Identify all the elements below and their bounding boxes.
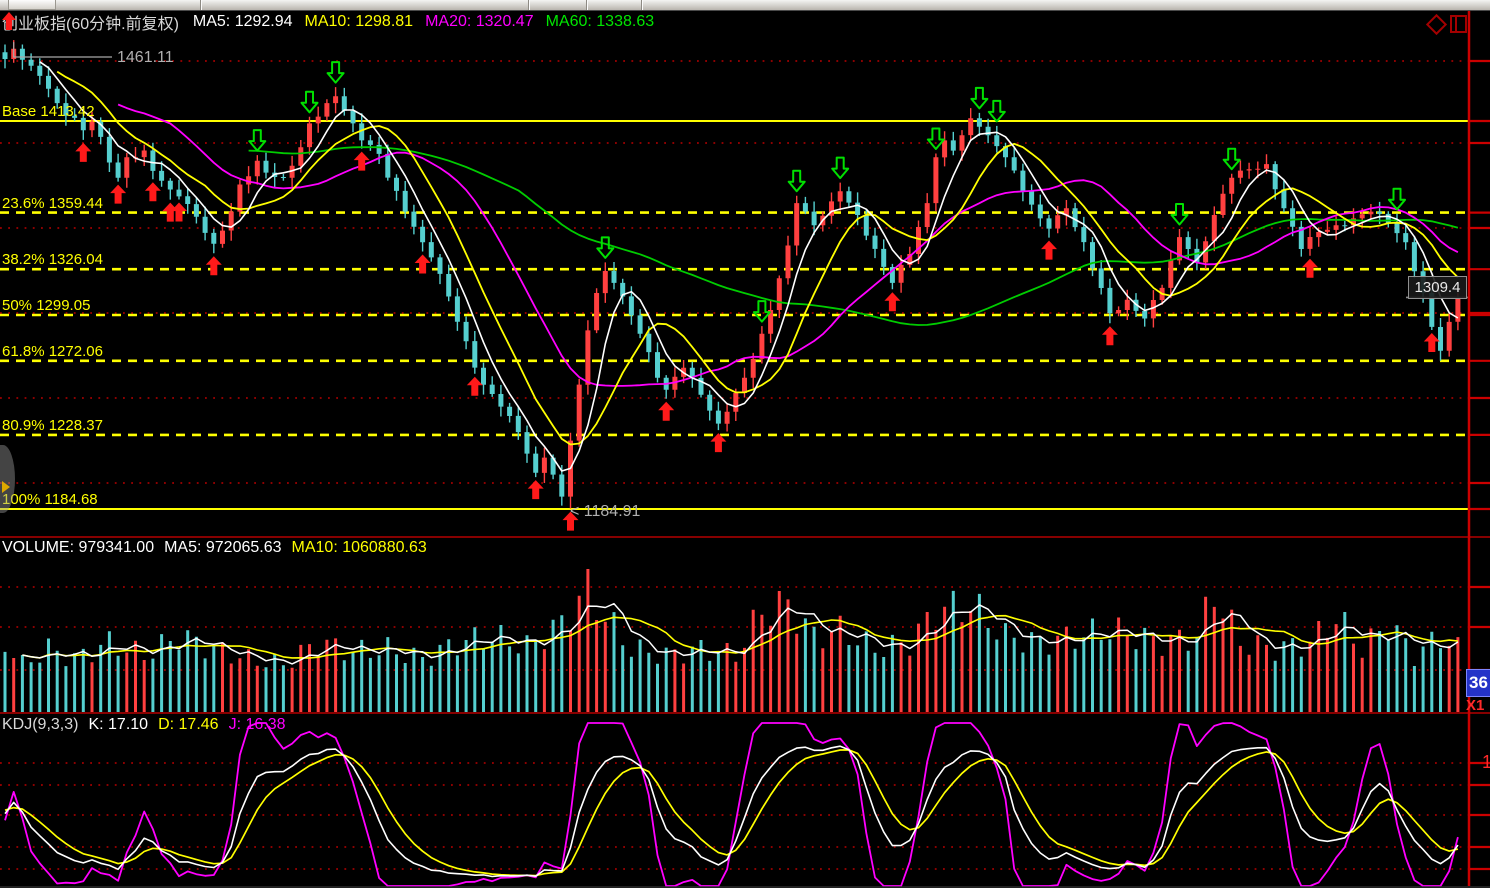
buy-signal-arrows	[75, 142, 1440, 531]
main-grid-layer	[0, 60, 1468, 484]
volume-scale-badge: 36	[1466, 669, 1490, 697]
main-chart-legend: 创业板指(60分钟.前复权) MA5: 1292.94 MA10: 1298.8…	[2, 12, 655, 33]
fib-label-23-6: 23.6% 1359.44	[2, 194, 103, 212]
left-panel-toggle[interactable]	[0, 445, 15, 513]
kdj-d-value: D: 17.46	[158, 716, 219, 733]
candlestick-layer[interactable]	[2, 40, 1461, 509]
volume-bars-layer[interactable]	[3, 569, 1460, 712]
toolbar-divider	[641, 0, 642, 10]
sell-signal-arrows	[248, 61, 1406, 323]
expand-arrow-icon	[2, 481, 10, 493]
legend-ma5[interactable]: MA5: 1292.94	[192, 13, 293, 30]
period-low-label: < 1184.91	[570, 503, 641, 520]
right-price-axis	[1467, 11, 1490, 886]
kdj-axis-clipped-label: 1	[1482, 752, 1490, 772]
toolbar-divider	[200, 0, 201, 10]
split-window-icon[interactable]	[1450, 15, 1467, 33]
kdj-k-value: K: 17.10	[88, 716, 149, 733]
toolbar-divider	[528, 0, 529, 10]
kdj-lines-layer	[4, 722, 1459, 887]
instrument-title: 创业板指(60分钟.前复权)	[2, 16, 179, 33]
legend-ma60[interactable]: MA60: 1338.63	[545, 13, 655, 30]
volume-ma5[interactable]: MA5: 972065.63	[164, 539, 282, 556]
ma-lines-layer	[39, 61, 1459, 472]
period-high-label: 1461.11	[117, 49, 174, 66]
volume-scale-multiplier[interactable]: X1	[1466, 697, 1485, 714]
fib-label-38-2: 38.2% 1326.04	[2, 251, 103, 269]
volume-value: VOLUME: 979341.00	[2, 539, 155, 556]
kdj-legend: KDJ(9,3,3) K: 17.10 D: 17.46 J: 16.38	[2, 716, 286, 734]
fib-label-100: 100% 1184.68	[2, 491, 98, 508]
toolbar-divider	[586, 0, 587, 10]
kdj-grid-layer	[0, 762, 1468, 870]
legend-ma20[interactable]: MA20: 1320.47	[425, 13, 534, 30]
kdj-title[interactable]: KDJ(9,3,3)	[2, 716, 79, 733]
fib-label-61-8: 61.8% 1272.06	[2, 342, 103, 360]
fib-label-base: Base 1413.42	[2, 103, 95, 120]
last-price-tag: 1309.4	[1408, 276, 1467, 299]
kdj-j-value: J: 16.38	[228, 716, 286, 733]
volume-ma10[interactable]: MA10: 1060880.63	[291, 539, 427, 556]
volume-ma-layer	[22, 602, 1459, 665]
panel-separators	[0, 536, 1490, 888]
top-toolbar-strip	[0, 0, 1490, 11]
toolbar-segment[interactable]	[8, 0, 56, 10]
legend-ma10[interactable]: MA10: 1298.81	[304, 13, 414, 30]
split-window-icon-divider	[1455, 17, 1457, 31]
volume-legend: VOLUME: 979341.00 MA5: 972065.63 MA10: 1…	[2, 539, 427, 557]
fib-label-50: 50% 1299.05	[2, 297, 91, 314]
fib-label-80-9: 80.9% 1228.37	[2, 416, 103, 434]
fibonacci-layer	[0, 120, 1468, 510]
